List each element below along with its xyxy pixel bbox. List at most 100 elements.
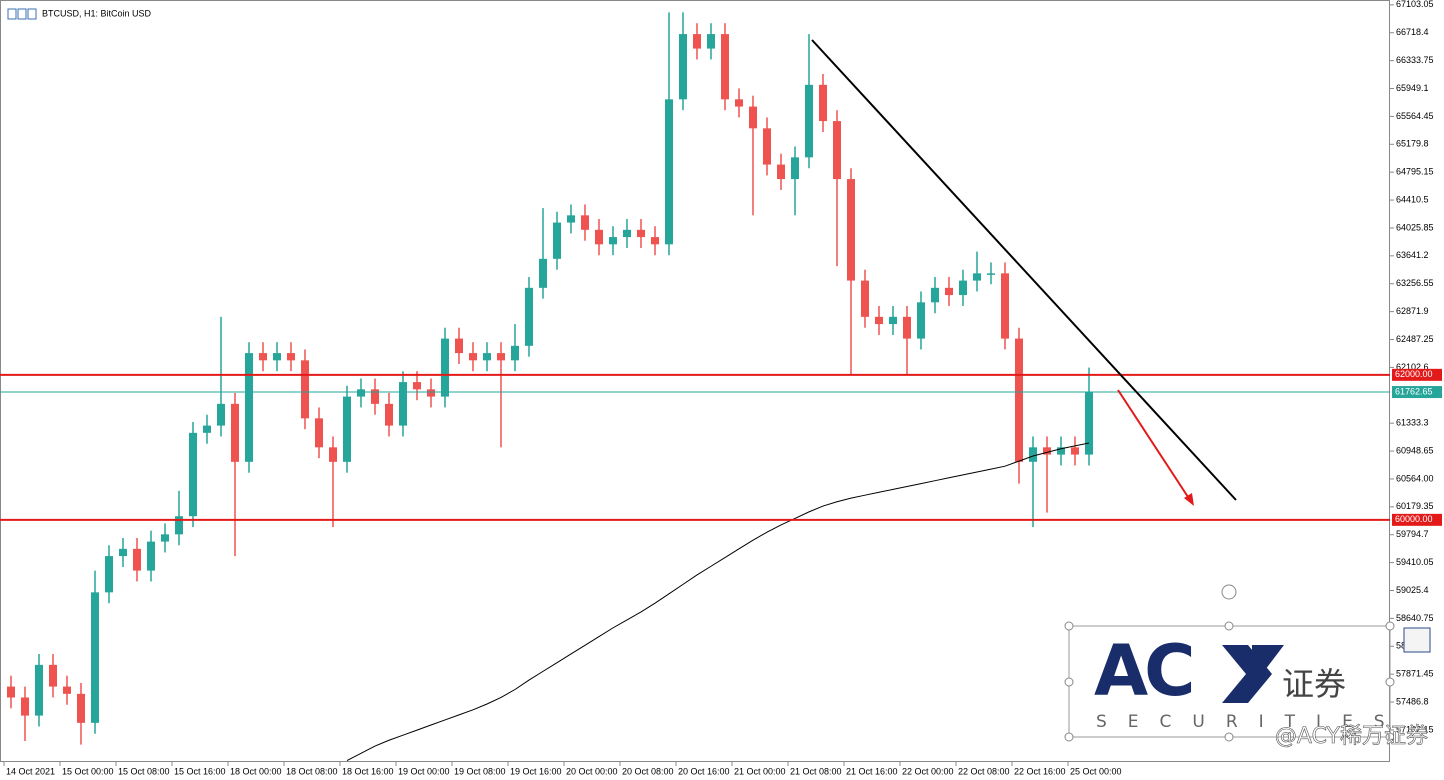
candle-body — [427, 389, 435, 397]
y-tick-label: 66333.75 — [1396, 55, 1434, 65]
candle-body — [931, 287, 939, 303]
y-tick-label: 65179.8 — [1396, 139, 1429, 149]
x-tick-label: 18 Oct 16:00 — [342, 766, 394, 776]
candle-body — [7, 686, 15, 698]
candle-body — [301, 360, 309, 419]
level-label-box — [1392, 386, 1442, 399]
plot-frame — [0, 0, 1390, 762]
candle-body — [273, 353, 281, 361]
y-tick-label: 64410.5 — [1396, 194, 1429, 204]
candle-body — [903, 316, 911, 339]
y-tick-label: 63256.55 — [1396, 278, 1434, 288]
y-tick-label: 64025.85 — [1396, 222, 1434, 232]
candle-body — [371, 389, 379, 404]
candle-body — [77, 693, 85, 723]
candle-body — [637, 229, 645, 238]
candle-body — [1029, 447, 1037, 462]
chart-title: BTCUSD, H1: BitCoin USD — [42, 8, 152, 18]
y-tick-label: 61333.3 — [1396, 418, 1429, 428]
y-tick-label: 59410.05 — [1396, 557, 1434, 567]
candle-body — [763, 128, 771, 165]
candle-body — [189, 432, 197, 517]
candle-body — [1085, 392, 1093, 455]
y-tick-label: 60564.00 — [1396, 473, 1434, 483]
x-tick-label: 21 Oct 00:00 — [734, 766, 786, 776]
candle-body — [1043, 447, 1051, 455]
x-tick-label: 22 Oct 08:00 — [958, 766, 1010, 776]
candle-body — [175, 516, 183, 535]
y-tick-label: 60179.35 — [1396, 501, 1434, 511]
moving-average — [346, 442, 1090, 761]
watermark-brand: AC — [1094, 630, 1192, 712]
level-label: 60000.00 — [1395, 514, 1433, 524]
x-tick-label: 22 Oct 00:00 — [902, 766, 954, 776]
candle-body — [441, 338, 449, 397]
candle-body — [609, 237, 617, 245]
candle-body — [1015, 338, 1023, 462]
x-tick-label: 14 Oct 2021 — [6, 766, 55, 776]
y-tick-label: 57871.45 — [1396, 669, 1434, 679]
level-label-box — [1392, 368, 1442, 381]
tool-icon[interactable] — [1403, 627, 1431, 653]
x-tick-label: 25 Oct 00:00 — [1070, 766, 1122, 776]
y-tick-label: 58640.75 — [1396, 613, 1434, 623]
x-tick-label: 15 Oct 00:00 — [62, 766, 114, 776]
candle-body — [791, 157, 799, 180]
candle-body — [987, 273, 995, 275]
candle-body — [1057, 447, 1065, 455]
candle-body — [1001, 273, 1009, 339]
x-tick-label: 21 Oct 08:00 — [790, 766, 842, 776]
y-tick-label: 57102.15 — [1396, 724, 1434, 734]
candle-body — [1071, 447, 1079, 455]
candle-body — [455, 338, 463, 354]
watermark-chevron-2 — [1252, 645, 1284, 674]
candle-body — [511, 345, 519, 361]
y-tick-label: 67103.05 — [1396, 0, 1434, 9]
candle-body — [399, 382, 407, 426]
candle-body — [707, 34, 715, 49]
candle-body — [917, 302, 925, 339]
down-arrow — [1117, 389, 1194, 506]
candle-body — [553, 222, 561, 259]
candle-body — [259, 353, 267, 361]
y-tick-label: 59794.7 — [1396, 529, 1429, 539]
candle-body — [35, 664, 43, 716]
y-tick-label: 60948.65 — [1396, 445, 1434, 455]
candle-body — [945, 287, 953, 296]
candle-body — [245, 353, 253, 462]
x-tick-label: 20 Oct 16:00 — [678, 766, 730, 776]
candle-body — [595, 229, 603, 245]
candle-body — [231, 403, 239, 462]
candle-body — [679, 34, 687, 100]
y-tick-label: 65949.1 — [1396, 83, 1429, 93]
candle-body — [833, 121, 841, 180]
x-tick-label: 19 Oct 16:00 — [510, 766, 562, 776]
candle-body — [469, 353, 477, 361]
trend-line — [811, 39, 1237, 501]
candle-body — [735, 99, 743, 107]
y-tick-label: 62871.9 — [1396, 306, 1429, 316]
candle-body — [203, 425, 211, 433]
candle-body — [63, 686, 71, 694]
candle-body — [847, 179, 855, 281]
candle-body — [329, 447, 337, 462]
candle-body — [875, 316, 883, 325]
y-tick-label: 66718.4 — [1396, 27, 1429, 37]
candle-body — [21, 697, 29, 716]
candle-body — [721, 34, 729, 100]
watermark-handle: @ACY稀万证券 — [1275, 724, 1428, 749]
candle-body — [693, 34, 701, 49]
candle-body — [385, 403, 393, 426]
y-tick-label: 62487.25 — [1396, 334, 1434, 344]
candle-body — [651, 237, 659, 245]
candle-body — [749, 106, 757, 129]
x-tick-label: 15 Oct 16:00 — [174, 766, 226, 776]
candle-body — [217, 403, 225, 426]
candle-body — [497, 353, 505, 361]
watermark-tag: 证券 — [1282, 665, 1346, 703]
candle-body — [525, 287, 533, 346]
candle-body — [343, 396, 351, 462]
x-tick-label: 18 Oct 00:00 — [230, 766, 282, 776]
